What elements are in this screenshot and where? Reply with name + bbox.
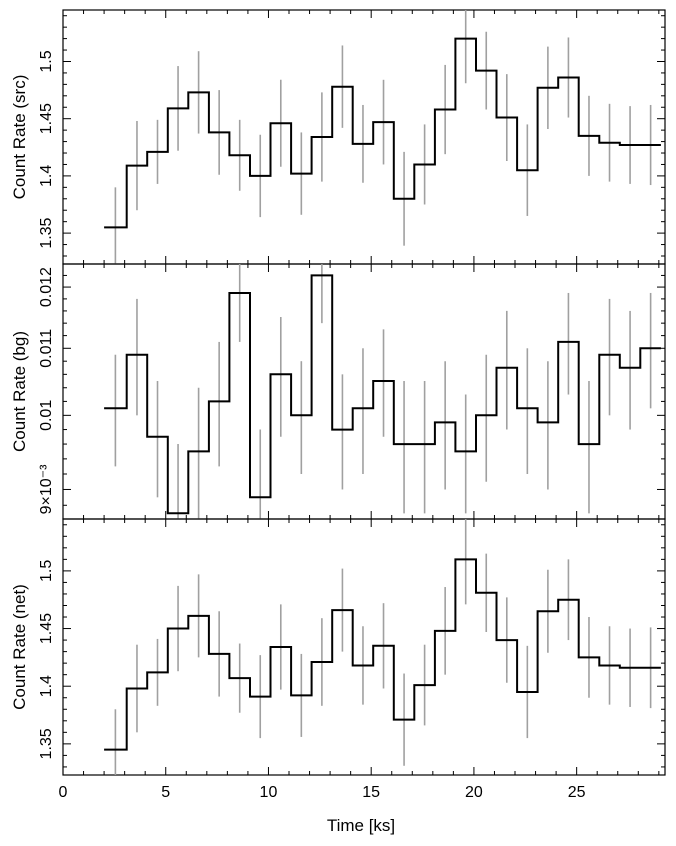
step-line-net bbox=[104, 558, 661, 751]
x-tick-label: 0 bbox=[59, 784, 68, 801]
panel-frame bbox=[62, 518, 666, 776]
y-tick-label: 1.4 bbox=[38, 165, 55, 187]
panels: 1.35 1.4 1.45 1.5 Count Rate (src) 9×10⁻³ 0.01… bbox=[10, 9, 666, 776]
panel-frame bbox=[62, 9, 666, 265]
step-line-src bbox=[104, 37, 661, 229]
y-tick-label: 1.35 bbox=[38, 728, 55, 759]
y-tick-label: 0.011 bbox=[38, 329, 55, 368]
x-tick-label: 10 bbox=[260, 784, 278, 801]
panel-net: 1.35 1.4 1.45 1.5 Count Rate (net) bbox=[10, 518, 666, 776]
step-line-bg bbox=[104, 274, 661, 515]
y-tick-label: 1.35 bbox=[38, 217, 55, 248]
x-tick-label: 25 bbox=[568, 784, 586, 801]
y-tick-label: 0.01 bbox=[38, 400, 55, 431]
y-tick-label: 1.4 bbox=[38, 675, 55, 697]
y-axis-label-net: Count Rate (net) bbox=[10, 584, 29, 710]
y-tick-label: 1.5 bbox=[38, 50, 55, 72]
x-tick-label: 20 bbox=[465, 784, 483, 801]
panel-bg: 9×10⁻³ 0.01 0.011 0.012 Count Rate (bg) bbox=[10, 263, 666, 520]
series-bg bbox=[104, 264, 661, 519]
y-tick-label: 1.5 bbox=[38, 560, 55, 582]
x-tick-label: 5 bbox=[161, 784, 170, 801]
x-axis-label: Time [ks] bbox=[327, 816, 395, 835]
x-tick-label: 15 bbox=[362, 784, 380, 801]
y-axis-label-bg: Count Rate (bg) bbox=[10, 331, 29, 452]
x-axis: 0 5 10 15 20 25 bbox=[59, 784, 586, 801]
series-src bbox=[104, 10, 661, 264]
y-tick-label: 1.45 bbox=[38, 613, 55, 644]
series-net bbox=[104, 519, 661, 775]
y-tick-label: 9×10⁻³ bbox=[38, 464, 55, 514]
y-tick-label: 1.45 bbox=[38, 103, 55, 134]
y-axis-label-src: Count Rate (src) bbox=[10, 75, 29, 200]
y-tick-label: 0.012 bbox=[38, 267, 55, 307]
panel-src: 1.35 1.4 1.45 1.5 Count Rate (src) bbox=[10, 9, 666, 265]
panel-frame bbox=[62, 263, 666, 520]
